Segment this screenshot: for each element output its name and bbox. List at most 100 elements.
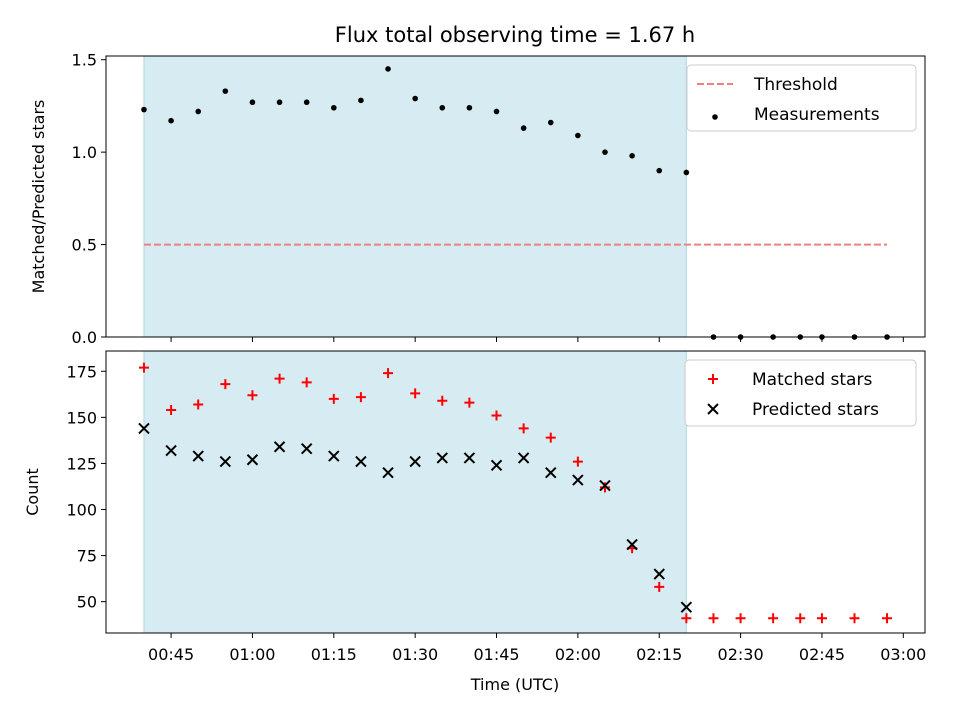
predicted-stars-point <box>545 466 557 479</box>
measurement-point <box>547 119 554 126</box>
measurement-point <box>629 153 635 159</box>
matched-stars-point <box>572 456 583 467</box>
measurement-point <box>358 97 364 104</box>
matched-stars-point <box>464 397 475 408</box>
matched-stars-point <box>383 368 394 379</box>
y-tick-label: 0.5 <box>72 236 97 255</box>
y-tick-label: 175 <box>66 362 97 381</box>
matched-stars-point <box>795 613 806 624</box>
matched-stars-point <box>138 362 149 373</box>
x-tick-label: 02:15 <box>636 645 682 664</box>
predicted-stars-point <box>572 474 584 486</box>
chart-title: Flux total observing time = 1.67 h <box>335 23 695 47</box>
measurement-point <box>575 132 581 139</box>
predicted-stars-point <box>626 538 638 551</box>
matched-stars-point <box>545 432 556 443</box>
y-axis-label: Matched/Predicted stars <box>29 100 48 294</box>
matched-stars-point <box>849 613 860 624</box>
y-tick-label: 125 <box>66 454 97 473</box>
ratio-panel: 0.0 0.5 1.0 1.5 Matched/Predicted stars Thres… <box>29 51 926 347</box>
matched-stars-point <box>768 613 779 624</box>
x-tick-label: 02:00 <box>555 645 601 664</box>
legend-label: Predicted stars <box>752 400 879 420</box>
measurement-point <box>466 104 473 111</box>
matched-stars-point <box>247 390 258 401</box>
predicted-stars-point <box>355 455 367 468</box>
measurement-point <box>439 104 446 111</box>
plot-frame <box>105 55 926 338</box>
y-tick-label: 75 <box>77 547 97 566</box>
predicted-stars-point <box>382 466 394 479</box>
x-tick-label: 02:30 <box>718 645 764 664</box>
legend-label: Matched stars <box>752 370 872 390</box>
measurement-point <box>276 99 283 106</box>
matched-stars-point <box>816 613 827 624</box>
matched-stars-point <box>274 373 285 384</box>
y-tick-label: 0.0 <box>72 328 97 347</box>
measurement-point <box>683 169 690 176</box>
predicted-stars-point <box>680 601 693 613</box>
y-tick-label: 150 <box>66 408 97 427</box>
legend-label: Threshold <box>753 75 838 95</box>
matched-stars-point <box>518 423 529 434</box>
matched-stars-point <box>735 613 746 624</box>
measurement-point <box>385 66 391 72</box>
legend-matched-swatch <box>708 374 718 384</box>
y-axis-label: Count <box>23 468 42 516</box>
measurement-point <box>412 95 418 102</box>
matched-stars-point <box>193 399 204 410</box>
predicted-stars-point <box>138 422 150 435</box>
y-tick-label: 100 <box>66 501 97 520</box>
plot-frame <box>105 350 926 634</box>
x-tick-label: 01:00 <box>229 645 275 664</box>
matched-stars-point <box>681 613 692 624</box>
legend-box <box>684 359 917 427</box>
measurement-point <box>331 104 337 111</box>
matched-stars-point <box>355 392 366 403</box>
matched-stars-point <box>491 410 502 421</box>
predicted-stars-point <box>490 459 503 471</box>
predicted-stars-point <box>463 452 476 464</box>
y-tick-label: 1.5 <box>72 51 97 70</box>
legend-label: Measurements <box>754 105 880 125</box>
matched-stars-point <box>301 377 312 388</box>
measurement-point <box>222 88 229 94</box>
legend-predicted-swatch <box>707 403 719 415</box>
legend-box <box>686 64 917 132</box>
predicted-stars-point <box>219 455 232 468</box>
y-tick-label: 50 <box>77 593 97 612</box>
matched-stars-point <box>220 379 231 390</box>
matched-stars-point <box>328 393 339 404</box>
matched-stars-point <box>437 395 448 406</box>
predicted-stars-point <box>273 441 286 453</box>
measurement-point <box>195 108 202 115</box>
x-axis-label: Time (UTC) <box>470 675 559 694</box>
measurement-point <box>249 99 256 106</box>
y-tick-label: 1.0 <box>72 143 97 162</box>
predicted-stars-point <box>246 454 259 466</box>
predicted-stars-point <box>409 455 421 468</box>
x-tick-label: 01:15 <box>311 645 357 664</box>
measurement-point <box>141 106 147 113</box>
predicted-stars-point <box>328 450 340 462</box>
predicted-stars-point <box>653 568 665 580</box>
measurement-point <box>303 99 310 106</box>
measurement-point <box>656 167 663 174</box>
predicted-stars-point <box>599 479 611 492</box>
matched-stars-point <box>166 404 177 415</box>
matched-stars-point <box>708 613 719 624</box>
x-tick-label: 01:30 <box>392 645 438 664</box>
measurement-point <box>493 108 500 115</box>
shaded-observing-span <box>143 55 687 338</box>
x-tick-label: 02:45 <box>799 645 845 664</box>
measurement-point <box>520 125 527 131</box>
predicted-stars-point <box>192 450 204 462</box>
legend-measurement-swatch <box>712 114 718 120</box>
x-tick-label: 03:00 <box>880 645 926 664</box>
matched-stars-point <box>654 581 665 592</box>
matched-stars-point <box>599 482 610 493</box>
x-tick-label: 00:45 <box>148 645 194 664</box>
legend: Threshold Measurements <box>686 64 917 132</box>
predicted-stars-point <box>165 444 177 457</box>
